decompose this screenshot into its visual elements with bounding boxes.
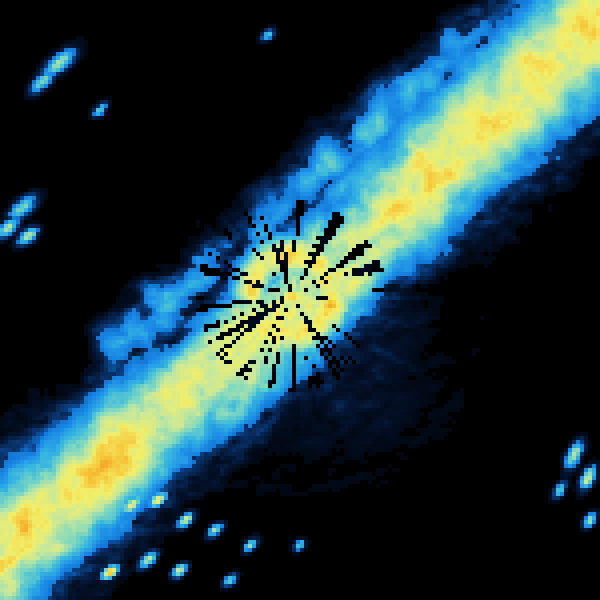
radar-reflectivity-image: Radar Base Reflectivity Full-frame weath… [0,0,600,600]
radar-reflectivity-canvas [0,0,600,600]
